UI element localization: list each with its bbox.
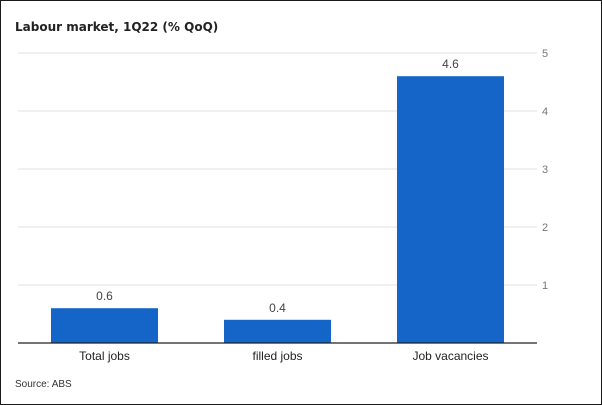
source-note: Source: ABS [15,379,72,390]
data-label: 4.6 [442,57,459,71]
x-tick-label: Total jobs [79,349,130,363]
y-tick-label: 5 [542,48,548,60]
y-tick-label: 3 [542,164,548,176]
y-tick-label: 4 [542,106,548,118]
bar-0 [51,308,158,343]
data-label: 0.6 [96,289,113,303]
y-tick-label: 2 [542,222,548,234]
x-tick-label: Job vacancies [412,349,488,363]
y-tick-label: 1 [542,280,548,292]
bar-1 [224,319,331,343]
chart-title: Labour market, 1Q22 (% QoQ) [15,20,219,34]
x-tick-label: filled jobs [252,349,302,363]
data-label: 0.4 [269,301,286,315]
bar-2 [397,76,504,343]
